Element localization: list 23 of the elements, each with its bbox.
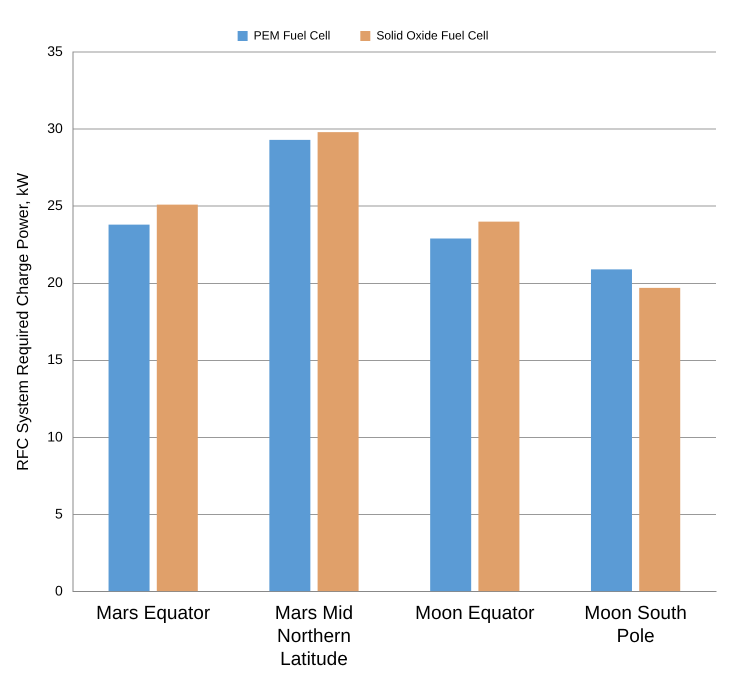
bar — [430, 238, 472, 592]
bar — [478, 222, 520, 592]
y-axis-title: RFC System Required Charge Power, kW — [15, 172, 32, 471]
bar — [108, 224, 150, 592]
y-tick-label: 25 — [47, 197, 63, 214]
x-tick-label: Mars Equator — [96, 603, 211, 624]
y-tick-label: 30 — [47, 120, 63, 136]
legend-label: Solid Oxide Fuel Cell — [376, 28, 488, 42]
x-tick-label: Moon Equator — [415, 603, 536, 624]
y-tick-label: 35 — [47, 42, 63, 59]
bar — [318, 132, 359, 592]
y-tick-label: 10 — [47, 428, 63, 444]
x-tick-label: Mars Mid Northern Latitude — [274, 603, 354, 670]
bar — [639, 288, 680, 592]
y-tick-label: 5 — [54, 505, 63, 522]
y-tick-label: 20 — [47, 274, 63, 290]
x-tick-label: Moon South Pole — [584, 603, 687, 648]
y-tick-label: 0 — [54, 582, 63, 598]
legend-label: PEM Fuel Cell — [254, 28, 330, 42]
bar — [156, 204, 198, 592]
bar — [590, 269, 632, 592]
bar — [269, 140, 310, 592]
y-tick-label: 15 — [47, 351, 63, 368]
